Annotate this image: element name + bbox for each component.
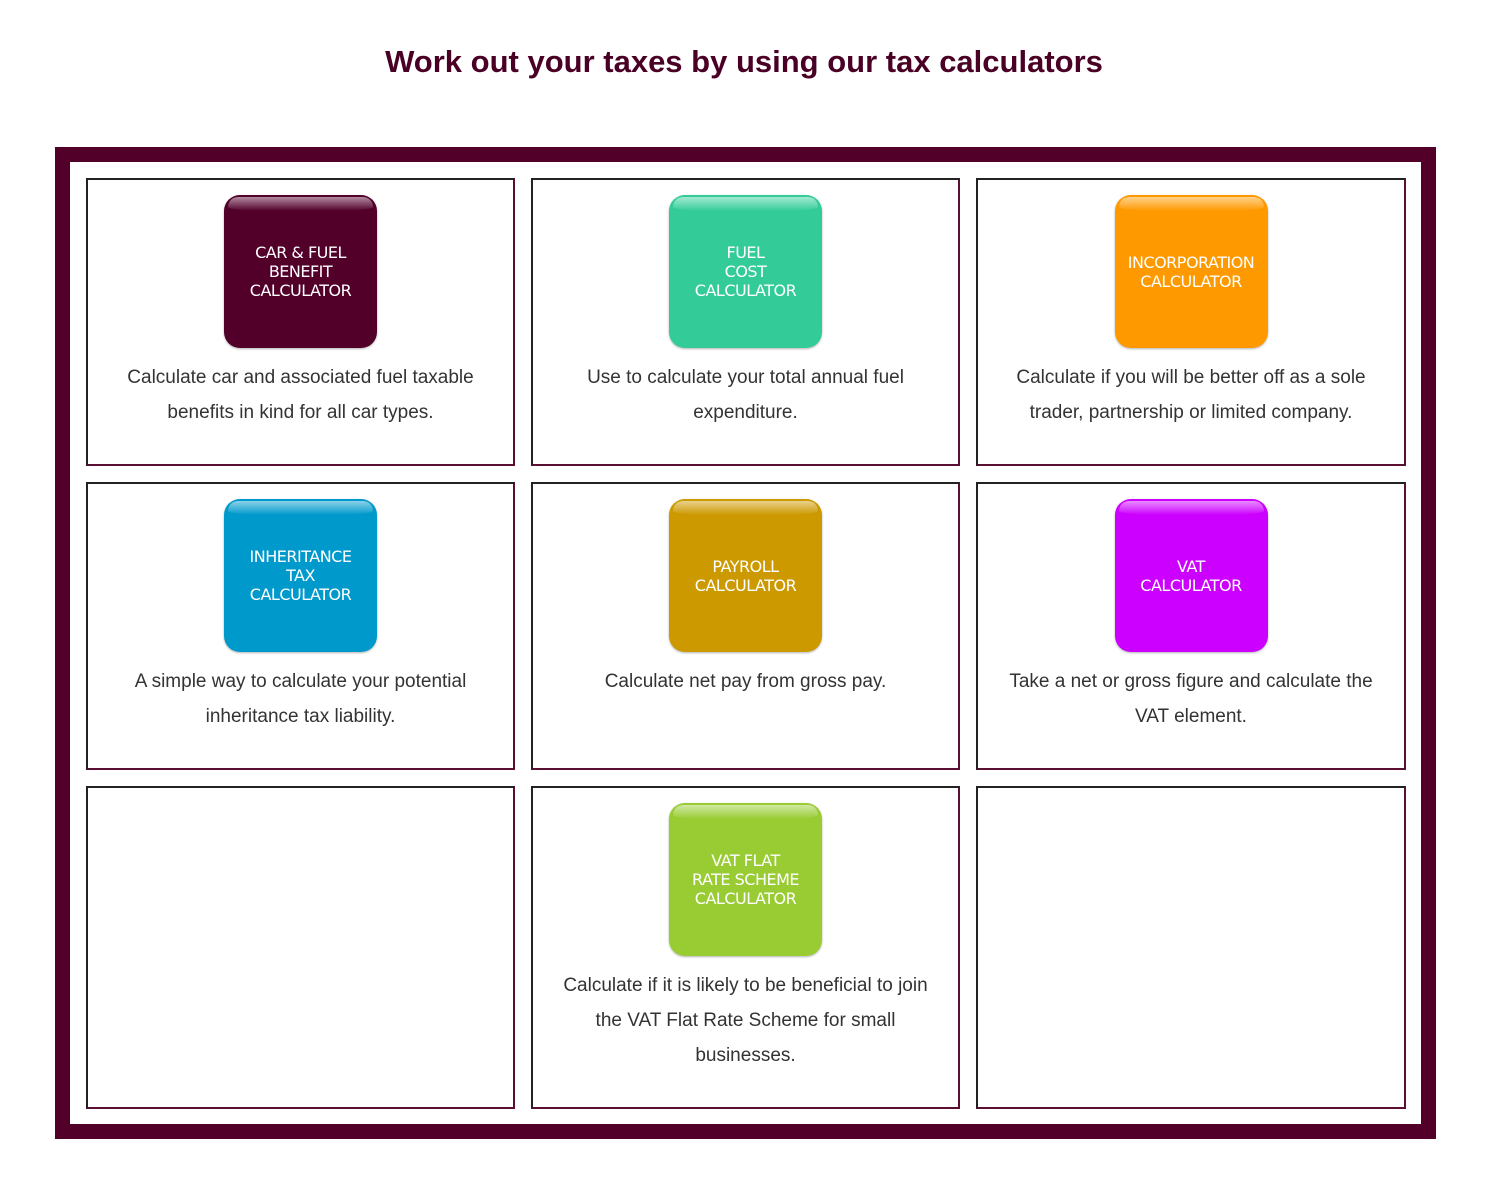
empty-cell <box>86 786 515 1109</box>
calculator-description: Calculate if it is likely to be benefici… <box>563 975 928 1066</box>
calculators-frame: CAR & FUEL BENEFIT CALCULATOR Calculate c… <box>55 147 1436 1139</box>
calculator-card: CAR & FUEL BENEFIT CALCULATOR Calculate c… <box>86 178 515 466</box>
calculator-description: Calculate if you will be better off as a… <box>1016 367 1366 423</box>
calculator-button[interactable]: VAT CALCULATOR <box>1114 499 1268 652</box>
calculator-button-label: INHERITANCE TAX CALCULATOR <box>249 547 352 604</box>
calculator-button-label: PAYROLL CALCULATOR <box>694 556 797 595</box>
calculator-description: A simple way to calculate your potential… <box>134 671 467 727</box>
empty-cell <box>976 786 1406 1109</box>
calculator-button[interactable]: INCORPORATION CALCULATOR <box>1114 195 1268 348</box>
calculator-description: Calculate car and associated fuel taxabl… <box>127 367 474 423</box>
calculator-card: PAYROLL CALCULATOR Calculate net pay from… <box>531 482 960 770</box>
calculator-button[interactable]: INHERITANCE TAX CALCULATOR <box>224 499 377 652</box>
calculator-button-label: FUEL COST CALCULATOR <box>694 243 797 300</box>
calculator-card: VAT CALCULATOR Take a net or gross figure… <box>976 482 1406 770</box>
calculator-card: INCORPORATION CALCULATOR Calculate if you… <box>976 178 1406 466</box>
calculator-description: Use to calculate your total annual fuel … <box>587 367 904 423</box>
calculator-description: Take a net or gross figure and calculate… <box>1009 671 1373 727</box>
calculator-button-label: VAT FLAT RATE SCHEME CALCULATOR <box>691 851 800 908</box>
calculator-card: FUEL COST CALCULATOR Use to calculate you… <box>531 178 960 466</box>
calculator-description: Calculate net pay from gross pay. <box>604 671 887 692</box>
calculator-button-label: CAR & FUEL BENEFIT CALCULATOR <box>249 243 352 300</box>
calculator-button-label: VAT CALCULATOR <box>1140 556 1242 595</box>
calculator-button[interactable]: FUEL COST CALCULATOR <box>669 195 822 348</box>
page-title: Work out your taxes by using our tax cal… <box>385 44 1103 79</box>
calculator-button[interactable]: VAT FLAT RATE SCHEME CALCULATOR <box>669 803 822 956</box>
calculators-grid: CAR & FUEL BENEFIT CALCULATOR Calculate c… <box>86 178 1406 1109</box>
calculator-button[interactable]: PAYROLL CALCULATOR <box>669 499 822 652</box>
calculator-card: INHERITANCE TAX CALCULATOR A simple way t… <box>86 482 515 770</box>
calculator-button-label: INCORPORATION CALCULATOR <box>1127 252 1255 291</box>
calculator-card: VAT FLAT RATE SCHEME CALCULATOR Calculate… <box>531 786 960 1109</box>
calculator-button[interactable]: CAR & FUEL BENEFIT CALCULATOR <box>224 195 377 348</box>
